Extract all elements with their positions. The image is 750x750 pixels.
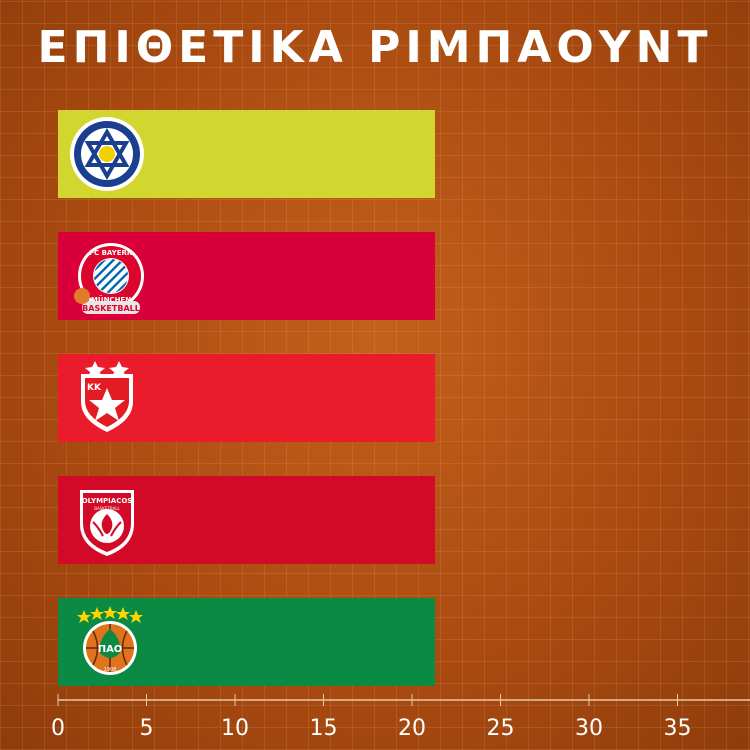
panathinaikos-logo: ΠΑΟ 1908 — [77, 606, 143, 675]
x-tick-label: 15 — [310, 716, 338, 741]
olympiacos-logo: OLYMPIACOS BASKETBALL — [80, 490, 134, 556]
chart-title: ΕΠΙΘΕΤΙΚΑ ΡΙΜΠΑΟΥΝΤ — [37, 22, 713, 73]
x-tick-label: 20 — [398, 716, 426, 741]
maccabi-logo — [70, 117, 144, 191]
x-tick-label: 30 — [575, 716, 603, 741]
bayern-logo: FC BAYERN MÜNCHEN BASKETBALL — [74, 243, 144, 314]
x-tick-label: 25 — [487, 716, 515, 741]
x-tick-label: 35 — [664, 716, 692, 741]
zvezda-text: KK — [87, 383, 102, 393]
pao-year-text: 1908 — [104, 667, 117, 673]
x-tick-label: 5 — [140, 716, 154, 741]
bayern-banner-text: BASKETBALL — [82, 304, 140, 313]
x-tick-label: 0 — [51, 716, 65, 741]
olympiacos-sub-text: BASKETBALL — [94, 506, 120, 511]
x-tick-label: 10 — [221, 716, 249, 741]
bayern-top-text: FC BAYERN — [89, 249, 133, 257]
olympiacos-top-text: OLYMPIACOS — [82, 497, 133, 505]
bayern-bottom-text: MÜNCHEN — [91, 295, 131, 304]
pao-letters-text: ΠΑΟ — [98, 644, 123, 655]
crvena-zvezda-logo: KK — [81, 361, 133, 432]
